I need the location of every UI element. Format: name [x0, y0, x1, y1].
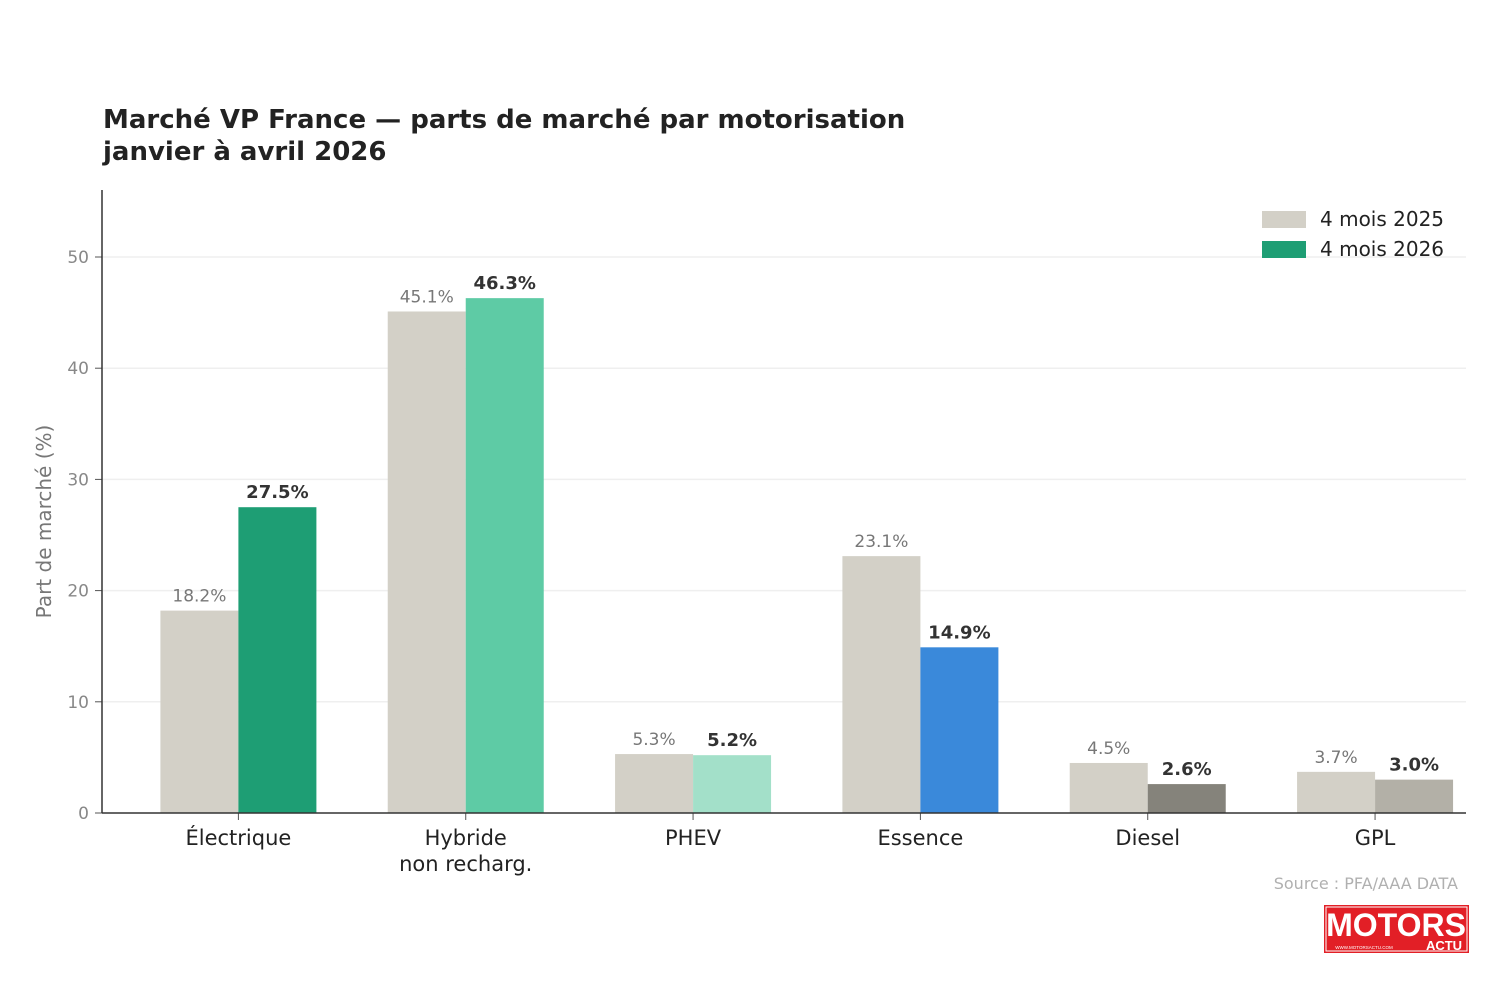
- bar-2026: [920, 647, 999, 813]
- bar-2026: [465, 298, 544, 813]
- x-tick-label: Électrique: [185, 825, 291, 850]
- x-tick-label: Diesel: [1115, 826, 1180, 850]
- y-tick-label: 40: [67, 359, 89, 379]
- chart-title-line1: Marché VP France — parts de marché par m…: [103, 105, 906, 135]
- data-label-2025: 18.2%: [172, 587, 226, 607]
- data-label-2026: 2.6%: [1162, 759, 1212, 780]
- data-label-2026: 5.2%: [707, 730, 757, 751]
- bar-2026: [1147, 784, 1226, 813]
- legend-item-2026: 4 mois 2026: [1262, 234, 1444, 264]
- data-label-2025: 4.5%: [1087, 739, 1130, 759]
- motors-actu-logo: MOTORS WWW.MOTORSACTU.COM ACTU: [1324, 905, 1469, 953]
- x-tick-label: Hybride non recharg.: [399, 826, 532, 876]
- data-label-2026: 46.3%: [474, 273, 536, 294]
- data-label-2025: 3.7%: [1314, 748, 1357, 768]
- y-tick-label: 20: [67, 582, 89, 602]
- legend-item-2025: 4 mois 2025: [1262, 204, 1444, 234]
- bar-2025: [842, 556, 921, 813]
- bar-2026: [693, 755, 772, 813]
- bar-2026: [238, 507, 317, 813]
- data-label-2026: 14.9%: [928, 622, 990, 643]
- bar-2026: [1375, 779, 1454, 813]
- bar-2025: [1069, 762, 1148, 813]
- logo-text: MOTORS: [1326, 907, 1466, 943]
- data-label-2026: 27.5%: [246, 482, 308, 503]
- y-tick-label: 50: [67, 248, 89, 268]
- x-tick-label: GPL: [1355, 826, 1396, 850]
- data-label-2025: 5.3%: [632, 730, 675, 750]
- x-tick-label: Essence: [877, 826, 963, 850]
- legend-swatch-2026: [1262, 240, 1306, 258]
- legend: 4 mois 2025 4 mois 2026: [1262, 204, 1444, 264]
- data-label-2026: 3.0%: [1389, 755, 1439, 776]
- svg-text:ACTU: ACTU: [1426, 938, 1462, 953]
- source-note: Source : PFA/AAA DATA: [1273, 874, 1458, 893]
- svg-text:WWW.MOTORSACTU.COM: WWW.MOTORSACTU.COM: [1335, 945, 1393, 950]
- legend-label-2025: 4 mois 2025: [1320, 207, 1445, 231]
- chart-title: Marché VP France — parts de marché par m…: [103, 104, 905, 168]
- data-label-2025: 23.1%: [854, 532, 908, 552]
- bar-2025: [1297, 771, 1376, 813]
- x-tick-label: PHEV: [665, 826, 722, 850]
- y-tick-label: 0: [78, 804, 89, 824]
- legend-label-2026: 4 mois 2026: [1320, 237, 1445, 261]
- chart-title-line2: janvier à avril 2026: [103, 137, 387, 167]
- legend-swatch-2025: [1262, 210, 1306, 228]
- bar-2025: [615, 754, 694, 813]
- bar-2025: [387, 311, 466, 813]
- bar-2025: [160, 610, 239, 813]
- data-label-2025: 45.1%: [400, 287, 454, 307]
- y-tick-label: 30: [67, 470, 89, 490]
- y-axis-label: Part de marché (%): [32, 425, 56, 619]
- y-tick-label: 10: [67, 693, 89, 713]
